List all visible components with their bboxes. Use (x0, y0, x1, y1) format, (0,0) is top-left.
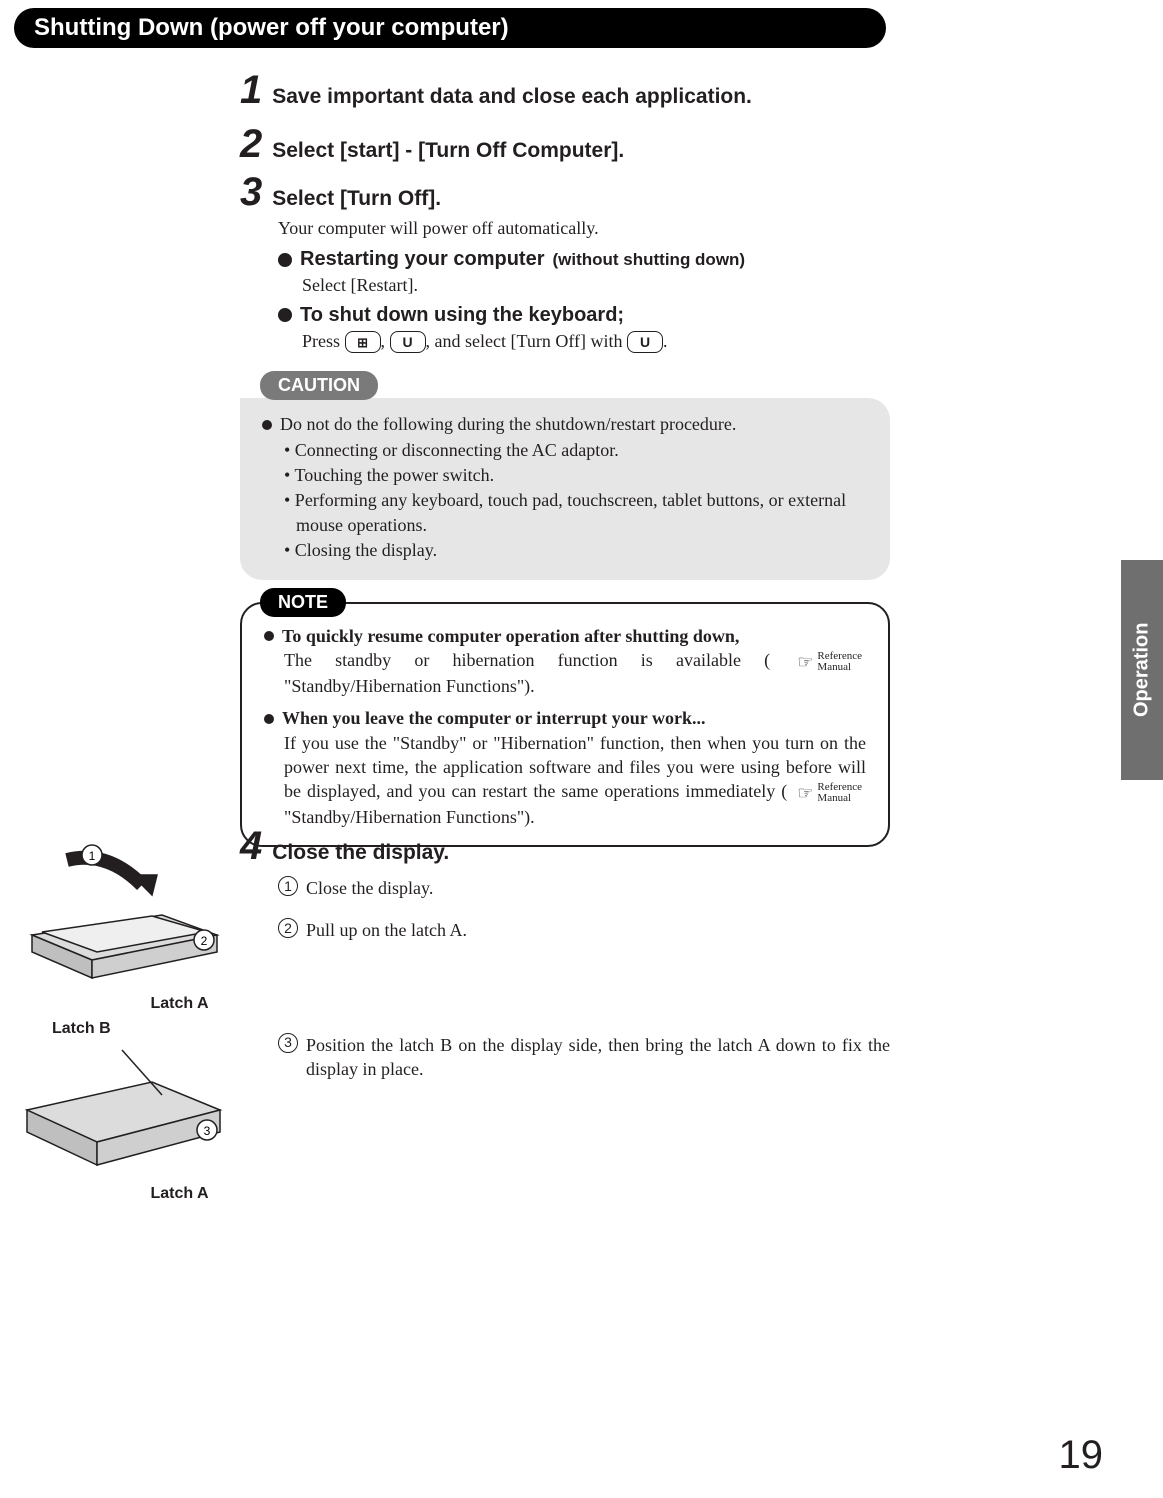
step-4-num: 4 (240, 826, 262, 866)
note-label: NOTE (260, 588, 346, 617)
kb-heading: To shut down using the keyboard; (300, 304, 624, 327)
kb-press: Press (302, 331, 345, 351)
kb-mid: , (381, 331, 390, 351)
diag-num-2: 2 (201, 934, 208, 948)
caution-b2: • Touching the power switch. (284, 463, 868, 488)
note-1-a: The standby or hibernation function is a… (284, 650, 770, 670)
restart-heading-row: Restarting your computer (without shutti… (278, 248, 890, 271)
hand-pointer-icon: ☞ReferenceManual (797, 781, 862, 805)
note-2-b: "Standby/Hibernation Functions"). (284, 807, 535, 827)
caution-label: CAUTION (260, 371, 378, 400)
laptop-latch-icon: 3 (12, 1040, 227, 1180)
flag-glyph: ⊞ (357, 334, 368, 352)
page-header: Shutting Down (power off your computer) (14, 8, 886, 48)
restart-heading: Restarting your computer (300, 248, 544, 271)
kb-heading-row: To shut down using the keyboard; (278, 304, 890, 327)
step-1-num: 1 (240, 70, 262, 110)
caution-lead-row: Do not do the following during the shutd… (262, 412, 868, 437)
step-2-title: Select [start] - [Turn Off Computer]. (272, 139, 624, 163)
note-2-a: If you use the "Standby" or "Hibernation… (284, 733, 866, 802)
step-2: 2 Select [start] - [Turn Off Computer]. (240, 124, 890, 164)
u-key-icon: U (390, 331, 426, 353)
note-2-head: When you leave the computer or interrupt… (282, 708, 705, 728)
note-1-head: To quickly resume computer operation aft… (282, 626, 739, 646)
kb-end: . (663, 331, 668, 351)
diag-num-3: 3 (204, 1124, 211, 1138)
u-key-icon-2: U (627, 331, 663, 353)
step-1: 1 Save important data and close each app… (240, 70, 890, 110)
bullet-icon (264, 714, 274, 724)
step-3-title: Select [Turn Off]. (272, 187, 441, 211)
step-4-title: Close the display. (272, 841, 449, 865)
latch-b-label: Latch B (52, 1020, 227, 1038)
step-3-body: Your computer will power off automatical… (278, 216, 890, 240)
diagram-latch: Latch B 3 Latch A (12, 1020, 227, 1203)
kb-after: , and select [Turn Off] with (426, 331, 627, 351)
man-txt-2: Manual (817, 792, 851, 804)
latch-a-label-2: Latch A (132, 1185, 227, 1203)
step-3-num: 3 (240, 172, 262, 212)
caution-box: Do not do the following during the shutd… (240, 398, 890, 579)
note-box: To quickly resume computer operation aft… (240, 602, 890, 848)
step-4: 4 Close the display. (240, 826, 890, 866)
note-1-b: "Standby/Hibernation Functions"). (284, 676, 535, 696)
step-4-c1: Close the display. (306, 876, 433, 900)
caution-b4: • Closing the display. (284, 538, 868, 563)
caution-block: CAUTION Do not do the following during t… (240, 371, 890, 579)
step-4-c3: Position the latch B on the display side… (306, 1033, 890, 1082)
circled-3-icon: 3 (278, 1033, 298, 1053)
laptop-closing-icon: 1 2 (12, 840, 227, 990)
step-4-c3-row: 3 Position the latch B on the display si… (278, 1033, 890, 1082)
note-block: NOTE To quickly resume computer operatio… (240, 602, 890, 848)
caution-b3: • Performing any keyboard, touch pad, to… (284, 488, 868, 538)
bullet-icon (278, 308, 292, 322)
note-1: To quickly resume computer operation aft… (264, 624, 866, 699)
step-4-c1-row: 1 Close the display. (278, 876, 890, 900)
step-4-c2: Pull up on the latch A. (306, 918, 467, 942)
step-3: 3 Select [Turn Off]. (240, 172, 890, 212)
restart-body: Select [Restart]. (302, 273, 890, 297)
latch-a-label: Latch A (132, 995, 227, 1013)
circled-2-icon: 2 (278, 918, 298, 938)
caution-b1: • Connecting or disconnecting the AC ada… (284, 438, 868, 463)
bullet-icon (262, 420, 272, 430)
diagram-close-display: 1 2 Latch A (12, 840, 227, 1013)
windows-key-icon: ⊞ (345, 331, 381, 353)
man-txt: Manual (817, 661, 851, 673)
bullet-icon (264, 631, 274, 641)
restart-paren: (without shutting down) (552, 250, 745, 270)
page-number: 19 (1059, 1433, 1104, 1478)
bullet-icon (278, 253, 292, 267)
diag-num-1: 1 (89, 849, 96, 863)
hand-pointer-icon: ☞ReferenceManual (797, 650, 862, 674)
circled-1-icon: 1 (278, 876, 298, 896)
kb-body: Press ⊞, U, and select [Turn Off] with U… (302, 329, 890, 354)
step-2-num: 2 (240, 124, 262, 164)
side-tab-operation: Operation (1121, 560, 1163, 780)
step-4-c2-row: 2 Pull up on the latch A. (278, 918, 890, 942)
step-1-title: Save important data and close each appli… (272, 85, 752, 109)
caution-lead: Do not do the following during the shutd… (280, 414, 736, 434)
note-2: When you leave the computer or interrupt… (264, 706, 866, 829)
